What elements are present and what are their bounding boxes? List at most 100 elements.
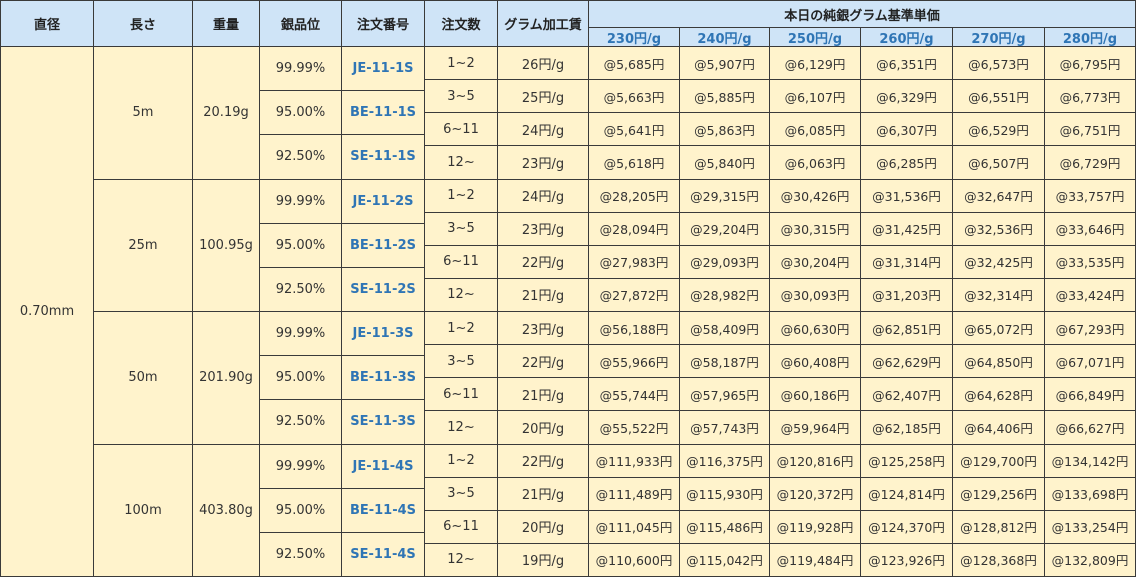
unit-price: @6,529円 bbox=[953, 113, 1044, 146]
purity: 92.50% bbox=[260, 267, 341, 311]
unit-price: @6,507円 bbox=[953, 146, 1044, 179]
price-column-header: 240円/g bbox=[680, 28, 769, 46]
unit-price: @5,907円 bbox=[680, 47, 769, 80]
weight: 20.19g bbox=[193, 47, 259, 179]
unit-price: @55,522円 bbox=[589, 411, 679, 444]
unit-price: @33,535円 bbox=[1045, 245, 1135, 278]
purity: 99.99% bbox=[260, 444, 341, 488]
column-header: 注文数 bbox=[425, 1, 497, 46]
quantity: 3~5 bbox=[425, 212, 497, 245]
processing-fee: 21円/g bbox=[498, 278, 588, 311]
purity: 92.50% bbox=[260, 400, 341, 444]
processing-fee: 22円/g bbox=[498, 444, 588, 477]
unit-price: @29,315円 bbox=[680, 179, 769, 212]
unit-price: @6,107円 bbox=[770, 80, 860, 113]
unit-price: @5,641円 bbox=[589, 113, 679, 146]
unit-price: @115,930円 bbox=[680, 477, 769, 510]
unit-price: @5,885円 bbox=[680, 80, 769, 113]
unit-price: @33,646円 bbox=[1045, 212, 1135, 245]
unit-price: @6,795円 bbox=[1045, 47, 1135, 80]
weight: 201.90g bbox=[193, 312, 259, 444]
unit-price: @30,093円 bbox=[770, 278, 860, 311]
unit-price: @64,406円 bbox=[953, 411, 1044, 444]
unit-price: @133,254円 bbox=[1045, 510, 1135, 543]
unit-price: @6,751円 bbox=[1045, 113, 1135, 146]
purity: 95.00% bbox=[260, 356, 341, 400]
unit-price: @28,205円 bbox=[589, 179, 679, 212]
unit-price: @64,850円 bbox=[953, 345, 1044, 378]
purity: 99.99% bbox=[260, 179, 341, 223]
unit-price: @129,256円 bbox=[953, 477, 1044, 510]
unit-price: @32,425円 bbox=[953, 245, 1044, 278]
unit-price: @67,071円 bbox=[1045, 345, 1135, 378]
processing-fee: 21円/g bbox=[498, 378, 588, 411]
unit-price: @31,425円 bbox=[861, 212, 952, 245]
purity: 99.99% bbox=[260, 47, 341, 91]
purity: 99.99% bbox=[260, 312, 341, 356]
unit-price: @120,372円 bbox=[770, 477, 860, 510]
order-code: SE-11-4S bbox=[342, 532, 424, 576]
quantity: 6~11 bbox=[425, 378, 497, 411]
length: 5m bbox=[94, 47, 192, 179]
unit-price: @62,407円 bbox=[861, 378, 952, 411]
order-code: JE-11-3S bbox=[342, 312, 424, 356]
quantity: 6~11 bbox=[425, 510, 497, 543]
price-column-header: 260円/g bbox=[861, 28, 952, 46]
unit-price: @6,351円 bbox=[861, 47, 952, 80]
unit-price: @55,966円 bbox=[589, 345, 679, 378]
quantity: 1~2 bbox=[425, 47, 497, 80]
unit-price: @27,872円 bbox=[589, 278, 679, 311]
unit-price: @28,094円 bbox=[589, 212, 679, 245]
order-code: BE-11-3S bbox=[342, 356, 424, 400]
unit-price: @58,409円 bbox=[680, 312, 769, 345]
unit-price: @120,816円 bbox=[770, 444, 860, 477]
unit-price: @65,072円 bbox=[953, 312, 1044, 345]
purity: 92.50% bbox=[260, 135, 341, 179]
processing-fee: 20円/g bbox=[498, 510, 588, 543]
unit-price: @59,964円 bbox=[770, 411, 860, 444]
purity: 95.00% bbox=[260, 91, 341, 135]
unit-price: @33,757円 bbox=[1045, 179, 1135, 212]
unit-price: @111,045円 bbox=[589, 510, 679, 543]
order-code: JE-11-4S bbox=[342, 444, 424, 488]
processing-fee: 20円/g bbox=[498, 411, 588, 444]
quantity: 3~5 bbox=[425, 477, 497, 510]
unit-price: @134,142円 bbox=[1045, 444, 1135, 477]
unit-price: @60,630円 bbox=[770, 312, 860, 345]
unit-price: @111,489円 bbox=[589, 477, 679, 510]
order-code: BE-11-2S bbox=[342, 223, 424, 267]
processing-fee: 23円/g bbox=[498, 212, 588, 245]
unit-price: @5,840円 bbox=[680, 146, 769, 179]
diameter: 0.70mm bbox=[1, 47, 93, 576]
unit-price: @31,314円 bbox=[861, 245, 952, 278]
quantity: 12~ bbox=[425, 411, 497, 444]
order-code: JE-11-2S bbox=[342, 179, 424, 223]
unit-price: @128,812円 bbox=[953, 510, 1044, 543]
unit-price: @57,965円 bbox=[680, 378, 769, 411]
unit-price: @6,729円 bbox=[1045, 146, 1135, 179]
unit-price: @55,744円 bbox=[589, 378, 679, 411]
order-code: SE-11-3S bbox=[342, 400, 424, 444]
unit-price: @111,933円 bbox=[589, 444, 679, 477]
unit-price: @129,700円 bbox=[953, 444, 1044, 477]
quantity: 1~2 bbox=[425, 444, 497, 477]
unit-price: @62,185円 bbox=[861, 411, 952, 444]
unit-price: @5,685円 bbox=[589, 47, 679, 80]
unit-price: @67,293円 bbox=[1045, 312, 1135, 345]
unit-price: @6,773円 bbox=[1045, 80, 1135, 113]
order-code: JE-11-1S bbox=[342, 47, 424, 91]
price-column-header: 270円/g bbox=[953, 28, 1044, 46]
unit-price: @33,424円 bbox=[1045, 278, 1135, 311]
column-header: 直径 bbox=[1, 1, 93, 46]
quantity: 6~11 bbox=[425, 245, 497, 278]
weight: 403.80g bbox=[193, 444, 259, 576]
column-header: グラム加工賃 bbox=[498, 1, 588, 46]
purity: 95.00% bbox=[260, 488, 341, 532]
quantity: 3~5 bbox=[425, 80, 497, 113]
unit-price: @133,698円 bbox=[1045, 477, 1135, 510]
unit-price: @62,851円 bbox=[861, 312, 952, 345]
quantity: 3~5 bbox=[425, 345, 497, 378]
unit-price: @29,204円 bbox=[680, 212, 769, 245]
weight: 100.95g bbox=[193, 179, 259, 311]
